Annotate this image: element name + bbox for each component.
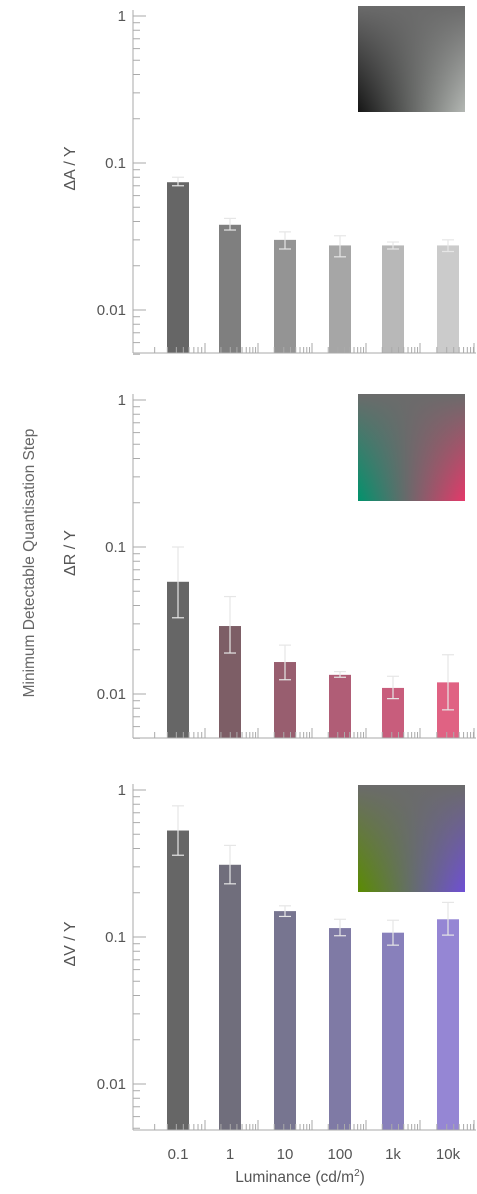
bar bbox=[329, 245, 351, 353]
error-bar bbox=[279, 644, 291, 681]
x-axis-label: Luminance (cd/m2) bbox=[235, 1168, 365, 1186]
bar bbox=[167, 182, 189, 353]
bar bbox=[274, 239, 296, 353]
bar bbox=[167, 830, 189, 1130]
y-tick-label: 0.01 bbox=[97, 302, 126, 319]
bar bbox=[382, 687, 404, 738]
x-axis-ticks bbox=[132, 728, 475, 738]
error-bar bbox=[172, 805, 184, 856]
chart-panel: 1 0.1 0.01 ΔA / Y bbox=[62, 6, 476, 355]
bar bbox=[219, 224, 241, 353]
error-bar bbox=[279, 231, 291, 250]
bar bbox=[274, 662, 296, 738]
bar bbox=[329, 928, 351, 1130]
y-tick-label: 0.1 bbox=[105, 929, 126, 946]
x-tick-label: 10 bbox=[277, 1146, 294, 1163]
y-axis-ticks bbox=[133, 15, 146, 355]
x-tick-label: 100 bbox=[327, 1146, 352, 1163]
y-tick-label: 0.1 bbox=[105, 539, 126, 556]
shared-y-axis-label: Minimum Detectable Quantisation Step bbox=[21, 429, 38, 698]
error-bar bbox=[387, 675, 399, 700]
error-bar bbox=[224, 844, 236, 885]
y-axis-ticks bbox=[133, 789, 146, 1129]
x-tick-label: 10k bbox=[436, 1146, 461, 1163]
y-tick-label: 1 bbox=[118, 392, 126, 409]
x-axis-ticks bbox=[132, 1120, 475, 1130]
x-tick-label: 1k bbox=[385, 1146, 401, 1163]
error-bar bbox=[334, 671, 346, 678]
error-bar bbox=[334, 918, 346, 937]
y-axis-title: ΔA / Y bbox=[62, 146, 79, 191]
bar bbox=[437, 919, 459, 1130]
chart-panel: 1 0.1 0.01 ΔV / Y bbox=[62, 782, 476, 1131]
error-bar bbox=[387, 241, 399, 250]
y-axis-title: ΔV / Y bbox=[62, 921, 79, 966]
bar bbox=[167, 581, 189, 738]
y-tick-label: 1 bbox=[118, 8, 126, 25]
bar bbox=[219, 864, 241, 1130]
y-tick-label: 0.01 bbox=[97, 686, 126, 703]
color-swatch bbox=[358, 6, 465, 112]
x-tick-label: 0.1 bbox=[168, 1146, 189, 1163]
error-bar bbox=[334, 235, 346, 258]
color-swatch bbox=[358, 394, 465, 501]
error-bar bbox=[279, 905, 291, 918]
x-axis-label-close: ) bbox=[360, 1169, 365, 1186]
error-bar bbox=[224, 217, 236, 231]
y-axis-ticks bbox=[133, 399, 146, 739]
bar bbox=[274, 911, 296, 1130]
color-swatch bbox=[358, 785, 465, 892]
bar bbox=[437, 245, 459, 353]
error-bar bbox=[172, 176, 184, 187]
bar bbox=[382, 245, 404, 353]
bar bbox=[219, 626, 241, 738]
y-tick-label: 0.1 bbox=[105, 155, 126, 172]
x-axis-ticks bbox=[132, 343, 475, 353]
swatch-fade-layer bbox=[358, 394, 465, 501]
error-bar bbox=[172, 546, 184, 619]
bar bbox=[329, 674, 351, 738]
y-tick-label: 0.01 bbox=[97, 1076, 126, 1093]
x-axis-tick-labels: 0.1 1 10 100 1k 10k bbox=[168, 1146, 461, 1163]
x-axis-label-main: Luminance (cd/m bbox=[235, 1169, 354, 1186]
error-bar bbox=[442, 654, 454, 711]
y-tick-label: 1 bbox=[118, 782, 126, 799]
error-bar bbox=[224, 595, 236, 654]
error-bar bbox=[442, 901, 454, 936]
y-axis-title: ΔR / Y bbox=[62, 530, 79, 576]
error-bar bbox=[442, 239, 454, 253]
swatch-fade-layer bbox=[358, 6, 465, 112]
error-bar bbox=[387, 919, 399, 946]
swatch-fade-layer bbox=[358, 785, 465, 892]
chart-panels: 1 0.1 0.01 ΔA / Y 1 0.1 0.01 ΔR / Y 1 0.1 0.01 ΔV /… bbox=[62, 6, 476, 1131]
x-axis-label-superscript: 2 bbox=[354, 1168, 360, 1179]
bar bbox=[382, 932, 404, 1130]
x-tick-label: 1 bbox=[226, 1146, 234, 1163]
chart-panel: 1 0.1 0.01 ΔR / Y bbox=[62, 392, 476, 739]
